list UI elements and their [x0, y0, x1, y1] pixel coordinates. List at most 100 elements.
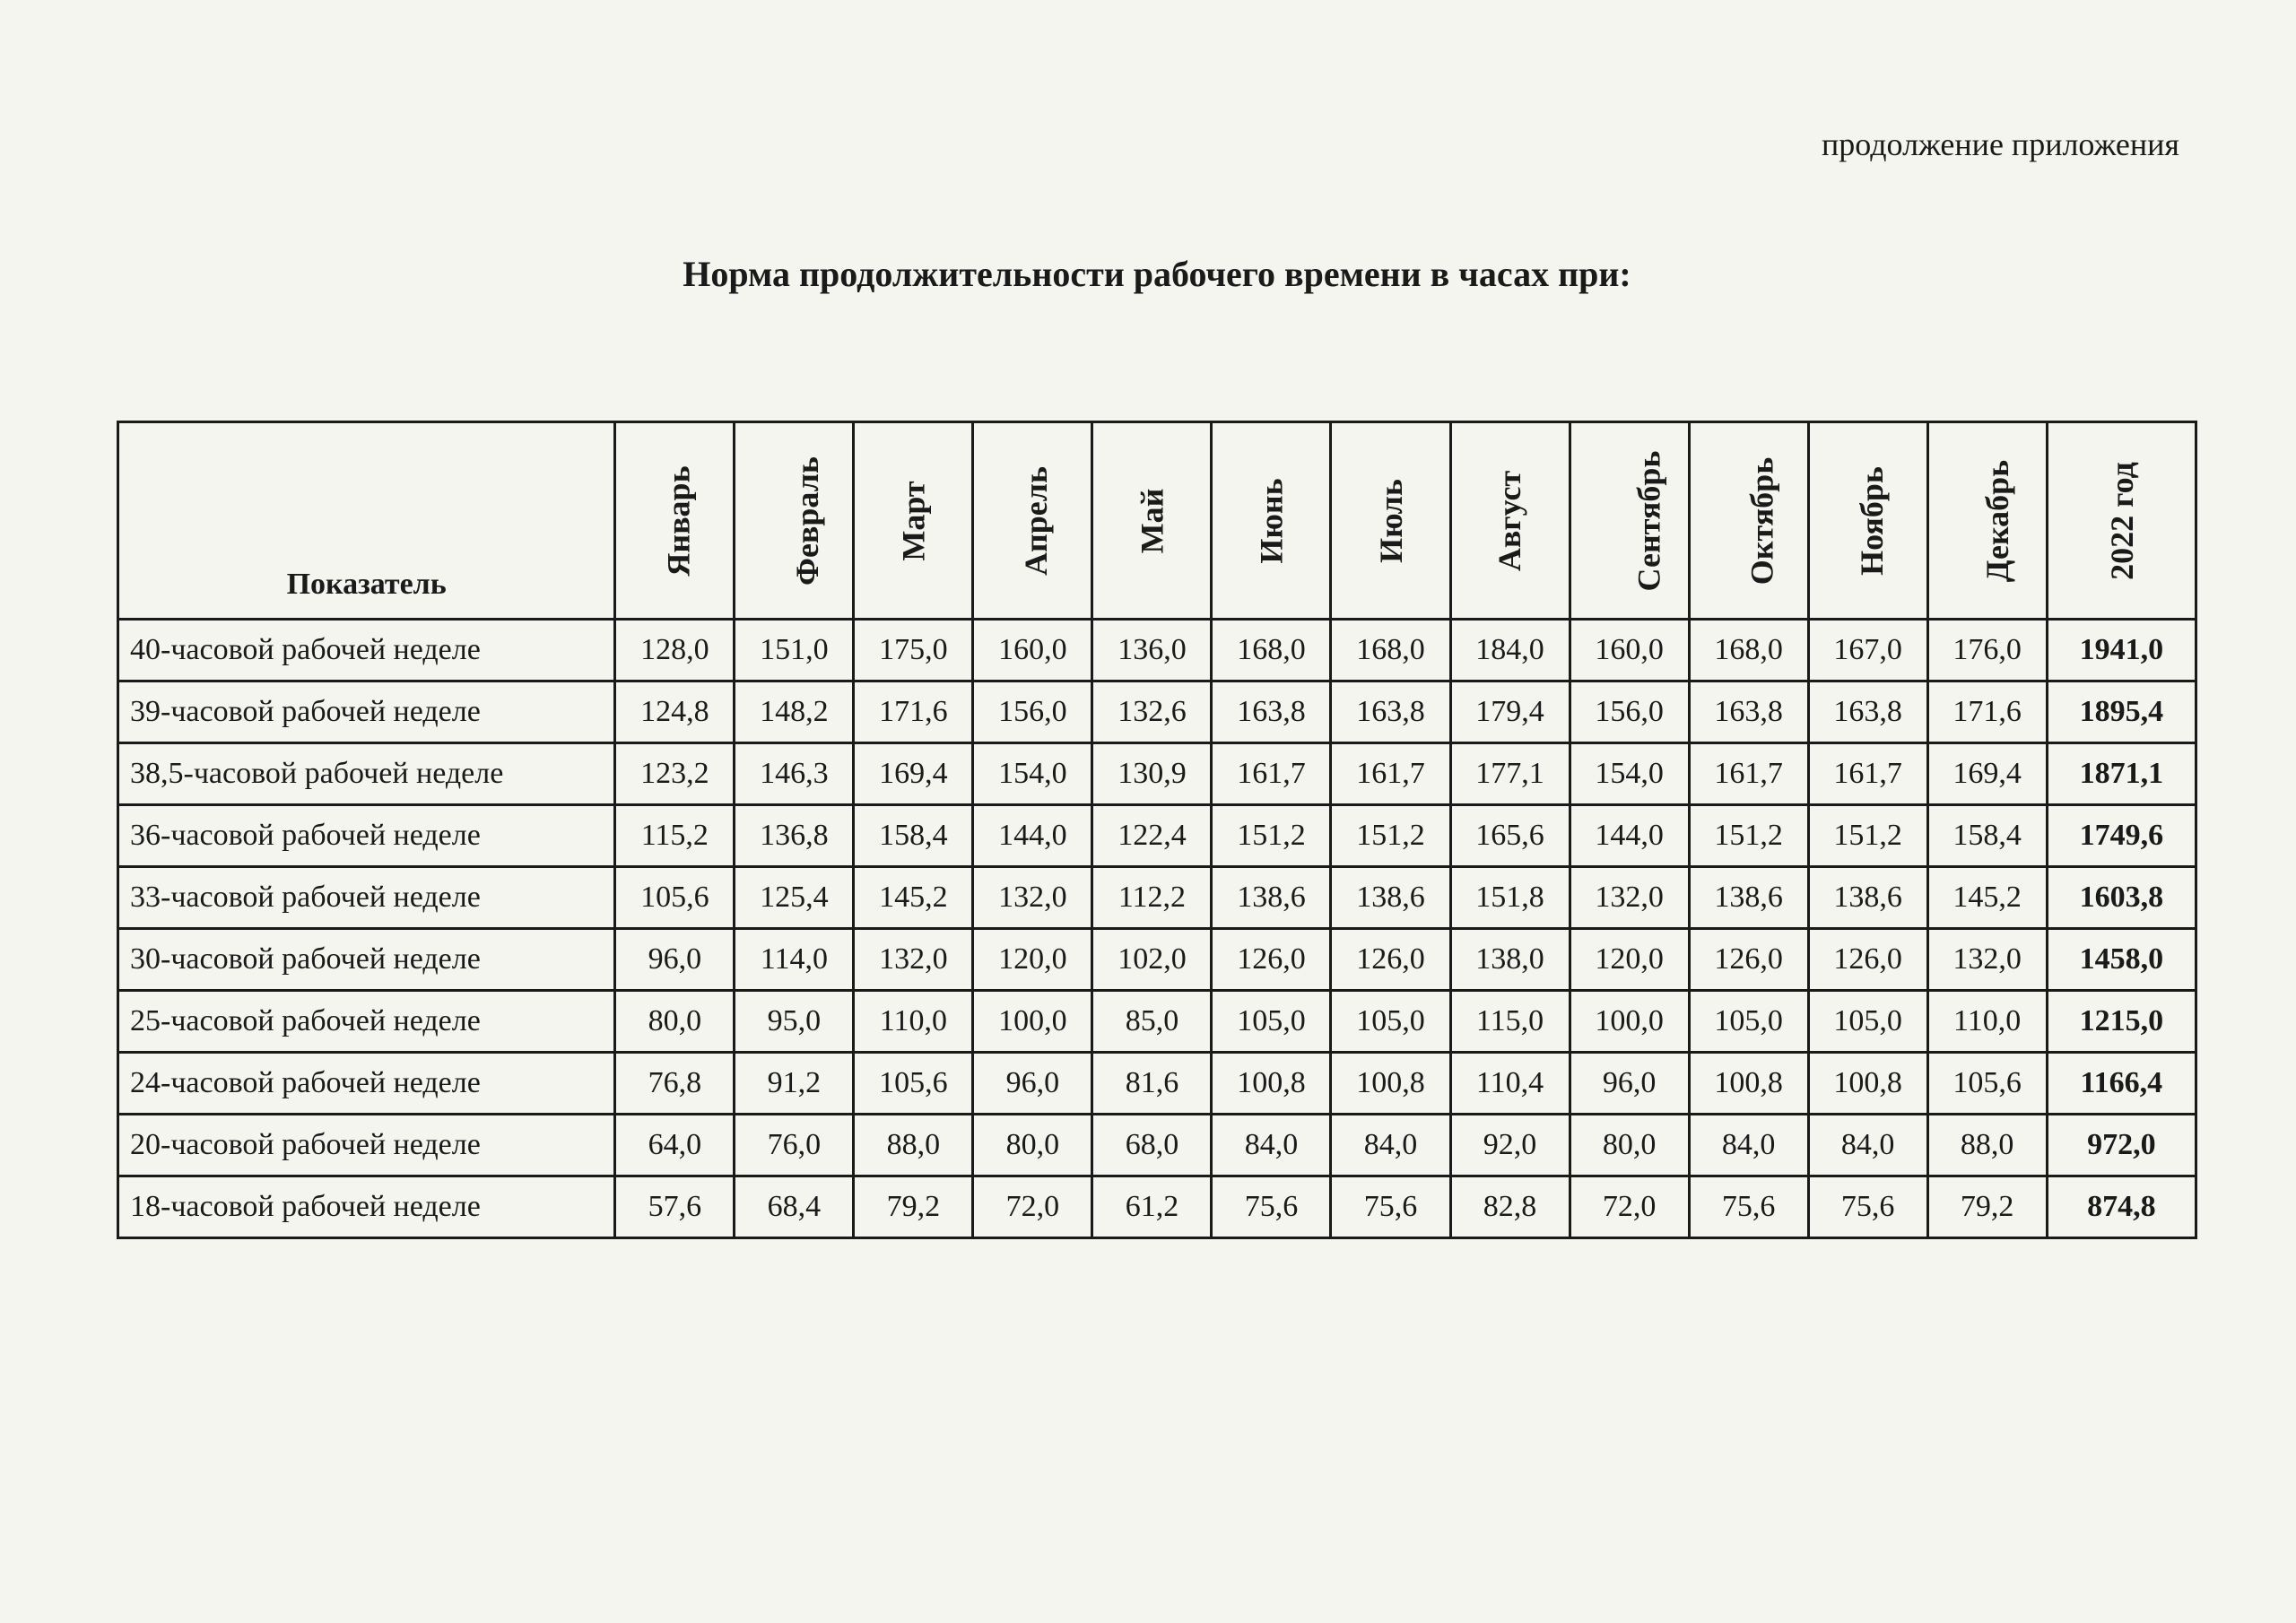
table-row: 33-часовой рабочей неделе105,6125,4145,2…	[118, 867, 2196, 929]
value-cell: 165,6	[1450, 805, 1570, 867]
value-cell: 163,8	[1689, 681, 1808, 743]
value-cell: 100,8	[1331, 1053, 1450, 1115]
value-cell: 136,0	[1092, 620, 1212, 681]
value-cell: 169,4	[1927, 743, 2047, 805]
month-header-may: Май	[1092, 422, 1212, 620]
table-header: Показатель Январь Февраль Март Апрель Ма…	[118, 422, 2196, 620]
value-cell: 75,6	[1808, 1176, 1927, 1238]
value-cell: 138,6	[1212, 867, 1331, 929]
value-cell: 126,0	[1689, 929, 1808, 991]
value-cell: 138,6	[1689, 867, 1808, 929]
value-cell: 132,0	[973, 867, 1092, 929]
total-cell: 1603,8	[2047, 867, 2196, 929]
row-label: 20-часовой рабочей неделе	[118, 1115, 615, 1176]
value-cell: 105,0	[1212, 991, 1331, 1053]
value-cell: 72,0	[973, 1176, 1092, 1238]
table-row: 20-часовой рабочей неделе64,076,088,080,…	[118, 1115, 2196, 1176]
month-header-december: Декабрь	[1927, 422, 2047, 620]
value-cell: 144,0	[973, 805, 1092, 867]
value-cell: 132,0	[1927, 929, 2047, 991]
row-label: 25-часовой рабочей неделе	[118, 991, 615, 1053]
value-cell: 145,2	[854, 867, 973, 929]
total-cell: 1871,1	[2047, 743, 2196, 805]
value-cell: 75,6	[1331, 1176, 1450, 1238]
value-cell: 163,8	[1212, 681, 1331, 743]
value-cell: 85,0	[1092, 991, 1212, 1053]
value-cell: 158,4	[1927, 805, 2047, 867]
value-cell: 163,8	[1808, 681, 1927, 743]
value-cell: 96,0	[1570, 1053, 1689, 1115]
value-cell: 146,3	[735, 743, 854, 805]
value-cell: 84,0	[1689, 1115, 1808, 1176]
value-cell: 112,2	[1092, 867, 1212, 929]
header-continuation-note: продолжение приложения	[117, 126, 2197, 163]
table-row: 24-часовой рабочей неделе76,891,2105,696…	[118, 1053, 2196, 1115]
month-header-october: Октябрь	[1689, 422, 1808, 620]
value-cell: 115,0	[1450, 991, 1570, 1053]
value-cell: 156,0	[973, 681, 1092, 743]
value-cell: 161,7	[1689, 743, 1808, 805]
value-cell: 160,0	[973, 620, 1092, 681]
value-cell: 100,8	[1212, 1053, 1331, 1115]
value-cell: 161,7	[1212, 743, 1331, 805]
month-header-june: Июнь	[1212, 422, 1331, 620]
value-cell: 132,6	[1092, 681, 1212, 743]
value-cell: 105,0	[1808, 991, 1927, 1053]
value-cell: 82,8	[1450, 1176, 1570, 1238]
page-title: Норма продолжительности рабочего времени…	[117, 253, 2197, 295]
month-header-september: Сентябрь	[1570, 422, 1689, 620]
value-cell: 177,1	[1450, 743, 1570, 805]
month-label: Июль	[1371, 479, 1409, 563]
table-row: 25-часовой рабочей неделе80,095,0110,010…	[118, 991, 2196, 1053]
value-cell: 126,0	[1331, 929, 1450, 991]
month-label: Август	[1492, 470, 1529, 570]
value-cell: 68,0	[1092, 1115, 1212, 1176]
total-cell: 1166,4	[2047, 1053, 2196, 1115]
value-cell: 68,4	[735, 1176, 854, 1238]
total-cell: 874,8	[2047, 1176, 2196, 1238]
value-cell: 105,6	[854, 1053, 973, 1115]
value-cell: 132,0	[1570, 867, 1689, 929]
value-cell: 161,7	[1331, 743, 1450, 805]
value-cell: 163,8	[1331, 681, 1450, 743]
value-cell: 169,4	[854, 743, 973, 805]
work-hours-table: Показатель Январь Февраль Март Апрель Ма…	[117, 421, 2197, 1239]
value-cell: 168,0	[1331, 620, 1450, 681]
row-label: 18-часовой рабочей неделе	[118, 1176, 615, 1238]
value-cell: 176,0	[1927, 620, 2047, 681]
value-cell: 79,2	[1927, 1176, 2047, 1238]
value-cell: 154,0	[973, 743, 1092, 805]
row-label: 40-часовой рабочей неделе	[118, 620, 615, 681]
value-cell: 136,8	[735, 805, 854, 867]
month-label: Апрель	[1017, 466, 1055, 576]
value-cell: 84,0	[1212, 1115, 1331, 1176]
total-cell: 1749,6	[2047, 805, 2196, 867]
total-cell: 1458,0	[2047, 929, 2196, 991]
value-cell: 57,6	[615, 1176, 735, 1238]
total-cell: 1215,0	[2047, 991, 2196, 1053]
table-header-row: Показатель Январь Февраль Март Апрель Ма…	[118, 422, 2196, 620]
value-cell: 132,0	[854, 929, 973, 991]
value-cell: 120,0	[973, 929, 1092, 991]
total-header: 2022 год	[2047, 422, 2196, 620]
value-cell: 115,2	[615, 805, 735, 867]
value-cell: 105,0	[1331, 991, 1450, 1053]
value-cell: 88,0	[1927, 1115, 2047, 1176]
value-cell: 88,0	[854, 1115, 973, 1176]
value-cell: 123,2	[615, 743, 735, 805]
value-cell: 100,8	[1808, 1053, 1927, 1115]
value-cell: 124,8	[615, 681, 735, 743]
value-cell: 76,0	[735, 1115, 854, 1176]
value-cell: 171,6	[854, 681, 973, 743]
value-cell: 80,0	[1570, 1115, 1689, 1176]
table-row: 18-часовой рабочей неделе57,668,4 79,2 72,…	[118, 1176, 2196, 1238]
month-label: Декабрь	[1979, 459, 2016, 581]
value-cell: 148,2	[735, 681, 854, 743]
value-cell: 80,0	[973, 1115, 1092, 1176]
value-cell: 161,7	[1808, 743, 1927, 805]
value-cell: 179,4	[1450, 681, 1570, 743]
value-cell: 160,0	[1570, 620, 1689, 681]
value-cell: 154,0	[1570, 743, 1689, 805]
table-row: 39-часовой рабочей неделе124,8148,2171,6…	[118, 681, 2196, 743]
value-cell: 122,4	[1092, 805, 1212, 867]
